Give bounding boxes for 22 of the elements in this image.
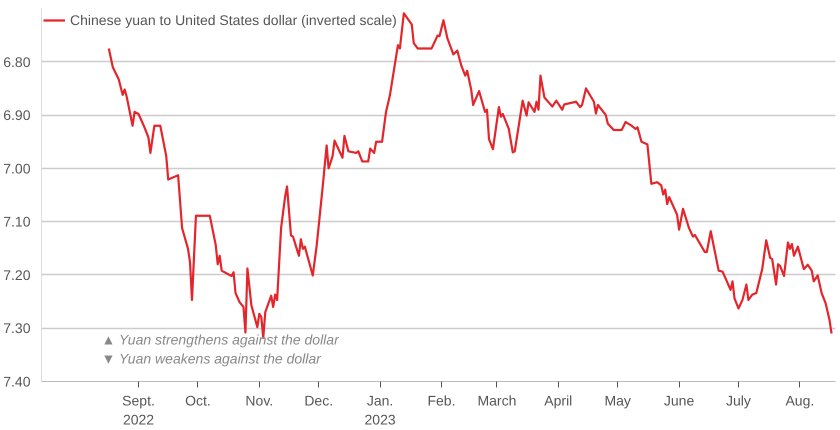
- annotation: ▲ Yuan strengthens against the dollar: [102, 332, 340, 348]
- x-tick-label: Aug.: [785, 392, 814, 408]
- x-tick-label: Feb.: [427, 392, 456, 408]
- x-tick-label: Oct.: [185, 392, 211, 408]
- x-tick-label: Jan. 2023: [364, 392, 396, 428]
- x-tick-label: June: [664, 392, 694, 408]
- y-tick-label: 6.80: [3, 54, 31, 70]
- y-tick-label: 7.00: [3, 160, 31, 176]
- y-tick-label: 7.20: [3, 266, 31, 283]
- x-tick-label: Nov.: [245, 392, 274, 408]
- x-tick-label: Sept. 2022: [122, 392, 155, 428]
- x-tick-label: Dec.: [304, 392, 334, 408]
- x-tick-label: April: [544, 392, 572, 408]
- y-tick-label: 7.40: [3, 374, 31, 390]
- x-tick-label: May: [604, 392, 631, 408]
- annotation: ▼ Yuan weakens against the dollar: [102, 350, 322, 366]
- legend-label: Chinese yuan to United States dollar (inverted scale): [70, 12, 397, 28]
- y-tick-label: 7.10: [3, 214, 31, 230]
- x-tick-label: July: [726, 392, 751, 408]
- y-tick-label: 7.30: [3, 320, 31, 336]
- y-tick-label: 6.90: [3, 107, 31, 124]
- x-tick-label: March: [477, 392, 516, 408]
